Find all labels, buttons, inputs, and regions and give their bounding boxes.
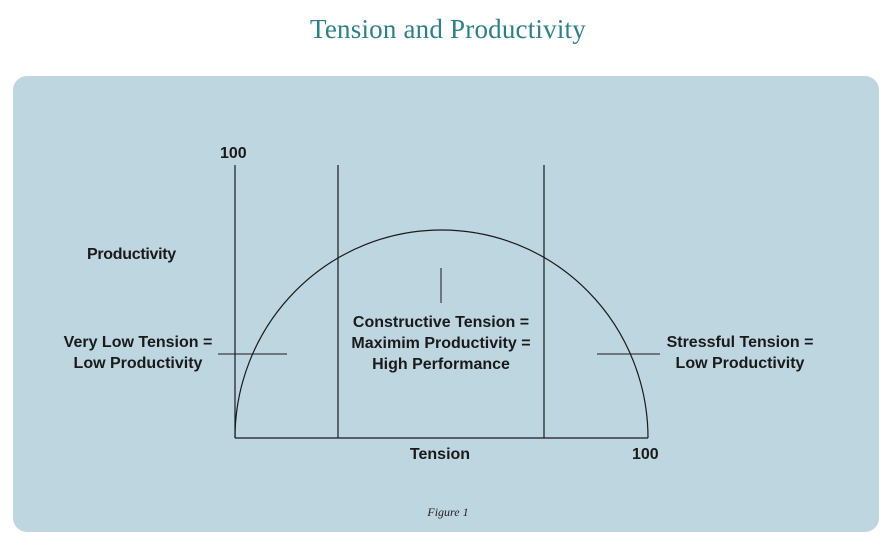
- y-axis-max-label: 100: [220, 145, 247, 162]
- figure-caption: Figure 1: [427, 505, 469, 519]
- constructive-tension-line-2: Maximim Productivity =: [351, 335, 531, 352]
- stressful-tension-line-1: Stressful Tension =: [666, 334, 814, 351]
- x-axis-max-label: 100: [632, 446, 659, 463]
- low-tension-zone-label: Very Low Tension = Low Productivity: [38, 332, 238, 374]
- low-tension-line-2: Low Productivity: [73, 355, 203, 372]
- constructive-tension-line-3: High Performance: [372, 356, 510, 373]
- stressful-tension-line-2: Low Productivity: [675, 355, 805, 372]
- productivity-curve: [234, 229, 649, 439]
- low-tension-line-1: Very Low Tension =: [63, 334, 213, 351]
- x-axis-label: Tension: [409, 446, 471, 463]
- page-title: Tension and Productivity: [310, 14, 586, 44]
- constructive-tension-zone-label: Constructive Tension = Maximim Productiv…: [321, 312, 561, 375]
- constructive-tension-line-1: Constructive Tension =: [352, 314, 530, 331]
- stressful-tension-zone-label: Stressful Tension = Low Productivity: [640, 332, 840, 374]
- diagram-panel: [13, 76, 879, 532]
- y-axis-label: Productivity: [87, 246, 176, 263]
